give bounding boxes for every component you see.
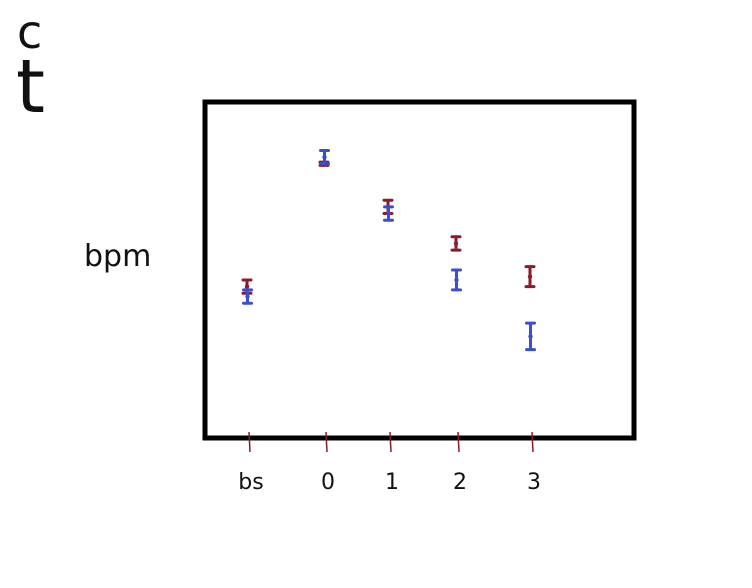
point-t-1 <box>386 211 391 216</box>
point-t-2 <box>454 277 459 283</box>
point-c-2 <box>453 241 459 246</box>
y-axis-label: bpm <box>84 239 151 274</box>
point-t-bs <box>245 294 250 299</box>
x-tick-label-bs: bs <box>238 470 263 495</box>
plot-frame <box>202 99 637 441</box>
point-t-0 <box>322 154 327 160</box>
legend-label-c: c <box>17 5 42 59</box>
data-series <box>241 148 536 352</box>
x-tick-label-1: 1 <box>385 470 399 495</box>
x-tick-bs <box>248 431 251 453</box>
x-axis-ticks <box>248 431 534 453</box>
series-c <box>241 160 536 295</box>
x-tick-label-0: 0 <box>321 470 335 495</box>
series-t <box>242 148 536 352</box>
point-t-3 <box>528 334 533 339</box>
legend-label-t: t <box>16 44 45 130</box>
legend: c t <box>16 5 45 130</box>
x-tick-0 <box>325 431 328 453</box>
point-c-bs <box>244 284 250 289</box>
x-tick-3 <box>531 431 534 453</box>
point-c-3 <box>527 274 533 279</box>
x-tick-label-2: 2 <box>453 470 467 495</box>
x-tick-1 <box>389 431 392 453</box>
x-tick-label-3: 3 <box>527 470 541 495</box>
x-tick-2 <box>457 431 460 453</box>
x-axis-tick-labels: bs 0 1 2 3 <box>238 470 541 495</box>
